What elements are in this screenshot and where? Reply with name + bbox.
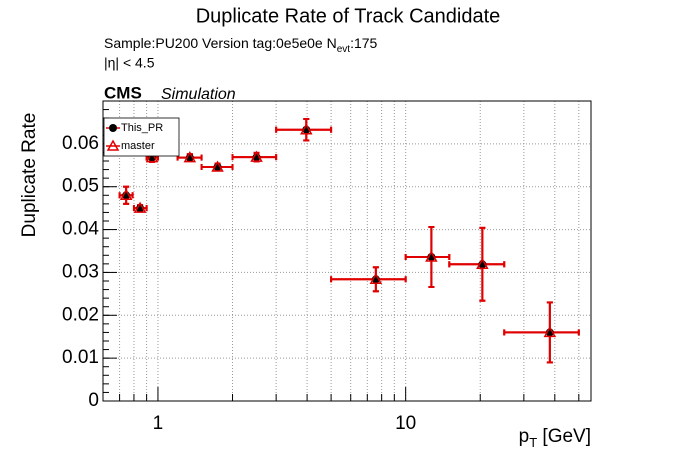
experiment: CMS: [104, 83, 142, 102]
y-tick-label: 0.02: [62, 304, 99, 325]
y-tick-label: 0.04: [62, 219, 99, 240]
x-tick-label: 10: [395, 413, 416, 434]
marker: [250, 150, 263, 162]
legend-label: master: [121, 140, 155, 152]
y-tick-label: 0.05: [62, 176, 99, 197]
x-label-sub: T: [529, 435, 537, 450]
marker: [183, 151, 197, 163]
x-axis-label: pT [GeV]: [519, 426, 591, 450]
subtitle: Sample:PU200 Version tag:0e5e0e Nevt:175: [104, 35, 378, 55]
legend-label: This_PR: [121, 122, 163, 134]
legend-marker: [109, 124, 117, 132]
subtitle-text: Sample:PU200 Version tag:0e5e0e N: [104, 35, 337, 51]
y-axis-label: Duplicate Rate: [19, 113, 40, 238]
marker: [369, 272, 383, 285]
marker: [476, 257, 489, 270]
subtitle-sub: evt: [337, 44, 351, 55]
legend-marker: [106, 139, 120, 151]
subtitle-after: :175: [350, 35, 377, 51]
marker: [145, 151, 159, 163]
y-tick-label: 0.06: [62, 133, 99, 154]
chart-title: Duplicate Rate of Track Candidate: [196, 5, 501, 27]
marker: [300, 123, 313, 135]
y-tick-label: 0.03: [62, 261, 99, 282]
marker: [133, 201, 147, 213]
experiment-note: Simulation: [161, 86, 236, 103]
annotation: |η| < 4.5: [104, 55, 155, 71]
marker: [543, 325, 557, 338]
x-label-after: [GeV]: [537, 426, 591, 447]
y-tick-label: 0: [88, 390, 99, 411]
marker: [119, 188, 133, 201]
marker: [211, 160, 224, 172]
x-tick-label: 1: [153, 413, 164, 434]
plot-frame: [102, 100, 592, 402]
x-label-text: p: [519, 426, 530, 447]
marker: [425, 250, 438, 262]
y-tick-label: 0.01: [62, 347, 99, 368]
